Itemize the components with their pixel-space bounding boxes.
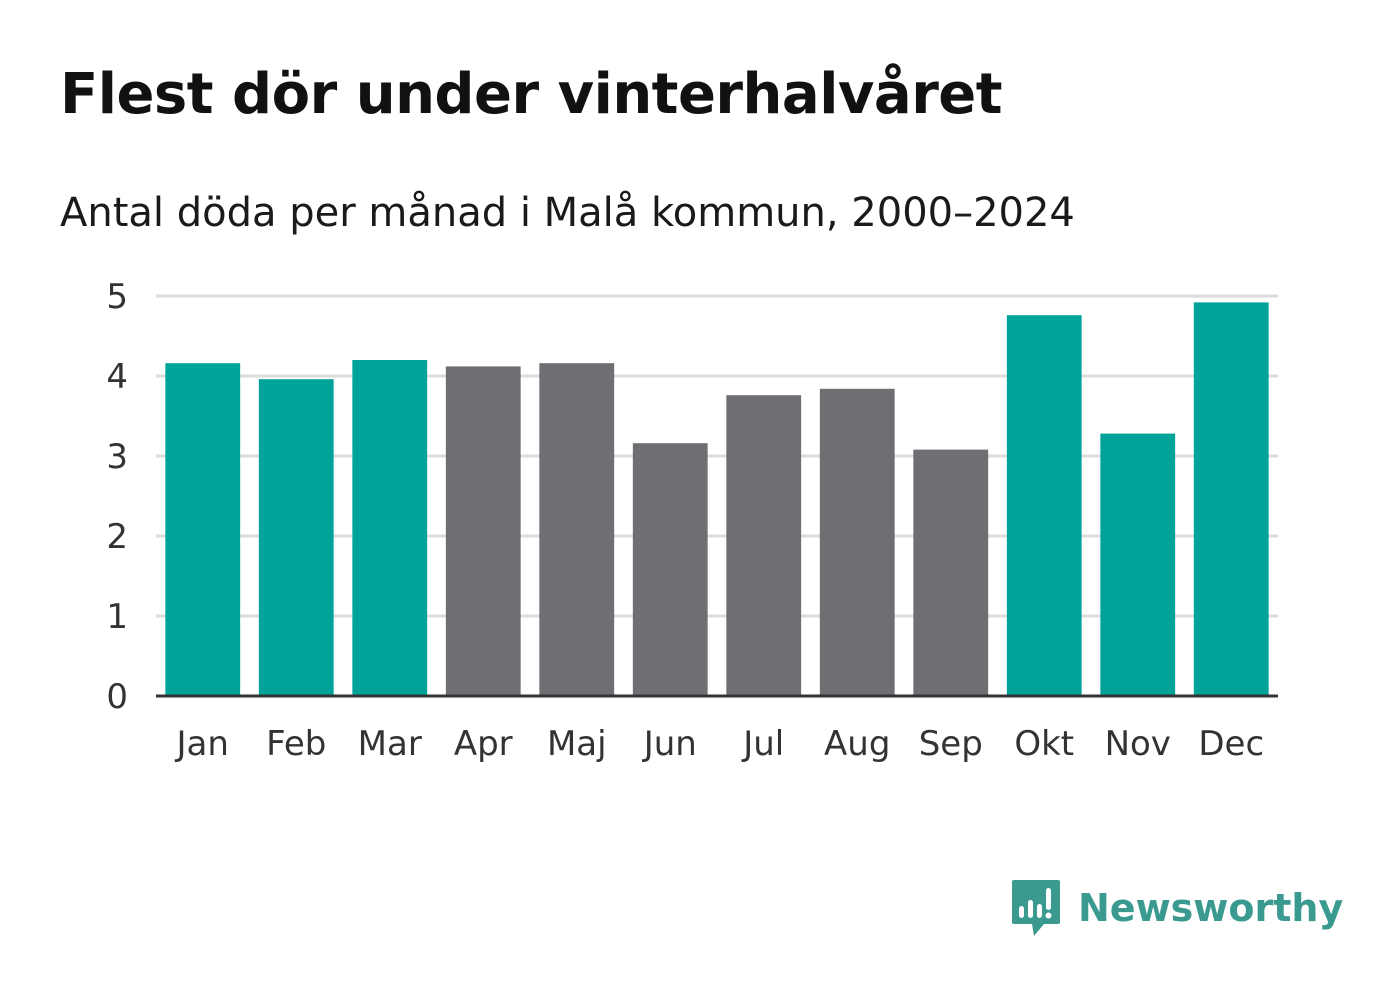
y-tick-label-3: 3 [106, 437, 128, 477]
bar-jun [632, 443, 708, 696]
bar-apr [445, 366, 521, 696]
chart-title: Flest dör under vinterhalvåret [60, 62, 1003, 127]
x-tick-label-apr: Apr [454, 724, 513, 764]
x-tick-label-dec: Dec [1198, 724, 1264, 764]
y-tick-label-0: 0 [106, 677, 128, 717]
bar-aug [819, 388, 895, 696]
bar-dec [1193, 302, 1269, 696]
logo-bar-2 [1028, 900, 1033, 918]
x-tick-label-feb: Feb [266, 724, 326, 764]
x-tick-label-mar: Mar [358, 724, 422, 764]
y-tick-label-5: 5 [106, 277, 128, 317]
logo-bar-1 [1019, 906, 1024, 918]
y-tick-label-4: 4 [106, 357, 128, 397]
newsworthy-brand: Newsworthy [1010, 878, 1343, 938]
x-tick-label-jul: Jul [741, 724, 784, 764]
logo-bar-4 [1046, 888, 1051, 910]
bar-okt [1006, 315, 1082, 696]
y-tick-label-2: 2 [106, 517, 128, 557]
brand-name: Newsworthy [1078, 886, 1344, 930]
x-tick-label-maj: Maj [547, 724, 607, 764]
x-tick-label-okt: Okt [1014, 724, 1074, 764]
y-tick-label-1: 1 [106, 597, 128, 637]
x-tick-label-jun: Jun [642, 724, 697, 764]
bar-jul [726, 395, 802, 696]
bar-mar [352, 360, 428, 696]
logo-dot [1045, 912, 1052, 919]
x-tick-label-nov: Nov [1105, 724, 1171, 764]
bar-feb [258, 379, 334, 696]
bar-jan [165, 363, 241, 696]
bar-sep [913, 449, 989, 696]
logo-bar-3 [1037, 904, 1042, 918]
bar-nov [1100, 433, 1176, 696]
bar-maj [539, 363, 615, 696]
x-tick-label-aug: Aug [824, 724, 890, 764]
x-tick-label-jan: Jan [175, 724, 229, 764]
x-tick-label-sep: Sep [919, 724, 983, 764]
newsworthy-chart-bubble-icon [1012, 880, 1060, 936]
chart-subtitle: Antal döda per månad i Malå kommun, 2000… [60, 190, 1075, 236]
